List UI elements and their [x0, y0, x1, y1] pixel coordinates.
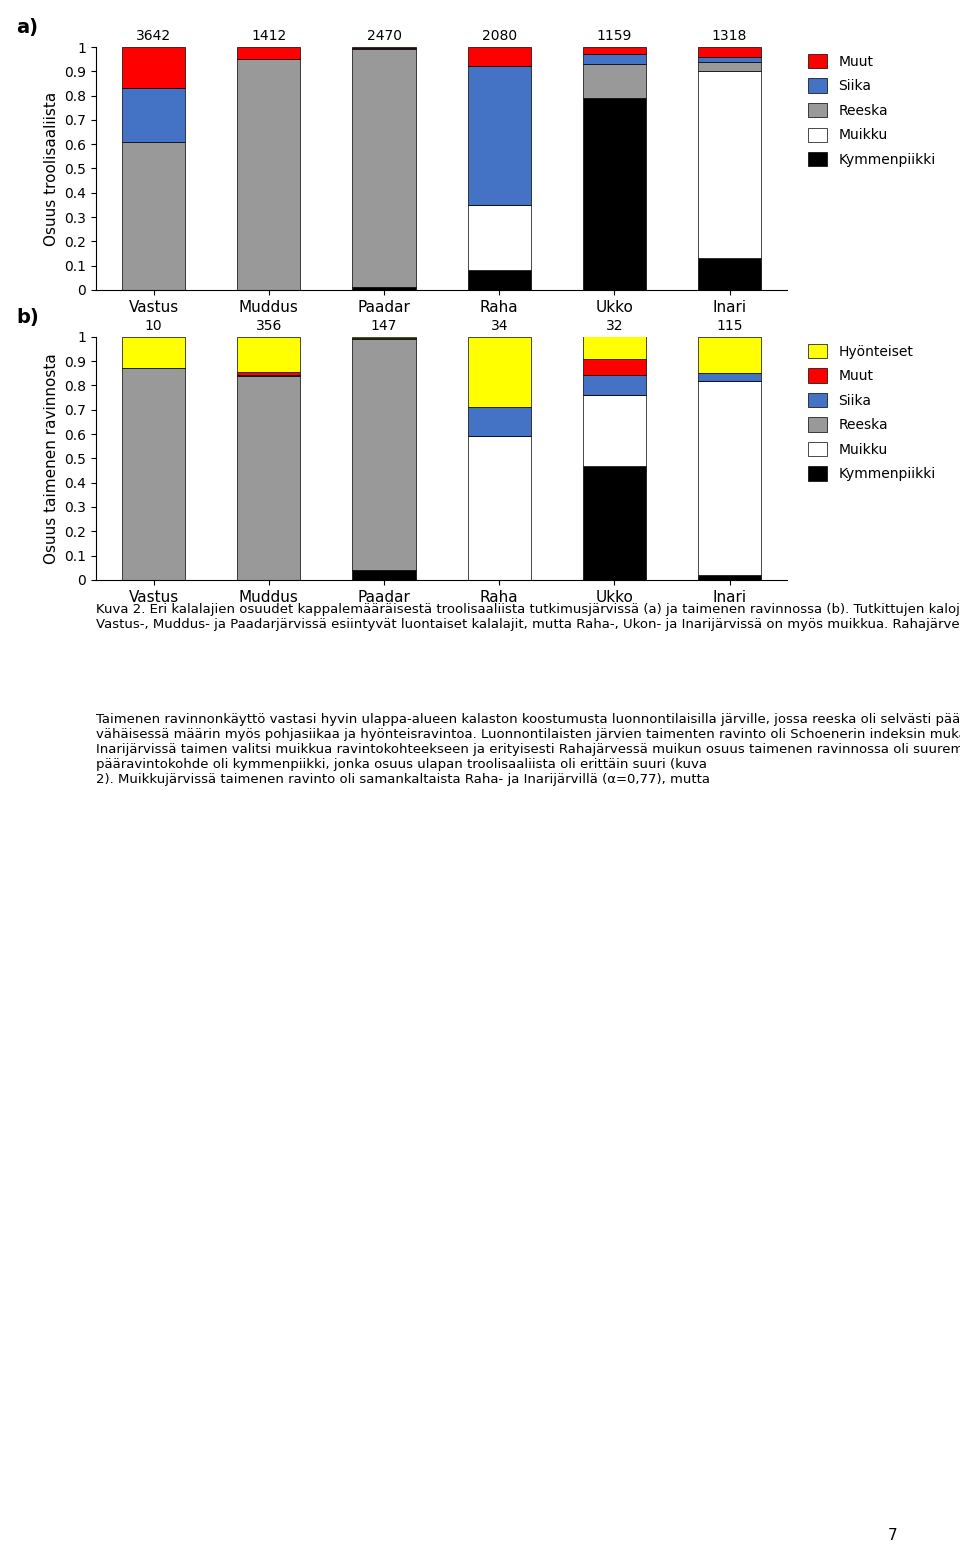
Bar — [583, 55, 646, 64]
Bar — [122, 337, 185, 368]
Bar — [583, 395, 646, 465]
Text: 115: 115 — [716, 320, 743, 334]
Bar — [237, 371, 300, 375]
Legend: Hyönteiset, Muut, Siika, Reeska, Muikku, Kymmenpiikki: Hyönteiset, Muut, Siika, Reeska, Muikku,… — [808, 343, 936, 481]
Text: b): b) — [16, 307, 39, 328]
Text: 356: 356 — [255, 320, 282, 334]
Bar — [583, 375, 646, 395]
Text: 2470: 2470 — [367, 30, 401, 44]
Bar — [583, 64, 646, 99]
Bar — [698, 337, 761, 373]
Y-axis label: Osuus troolisaaliista: Osuus troolisaaliista — [44, 91, 59, 246]
Bar — [698, 575, 761, 580]
Bar — [583, 324, 646, 359]
Bar — [583, 465, 646, 580]
Bar — [237, 47, 300, 60]
Bar — [122, 368, 185, 580]
Text: 2080: 2080 — [482, 30, 516, 44]
Y-axis label: Osuus taimenen ravinnosta: Osuus taimenen ravinnosta — [44, 353, 59, 564]
Bar — [698, 373, 761, 381]
Bar — [698, 61, 761, 71]
Bar — [698, 381, 761, 575]
Bar — [698, 56, 761, 61]
Text: 3642: 3642 — [136, 30, 171, 44]
Text: 1159: 1159 — [597, 30, 632, 44]
Bar — [468, 66, 531, 205]
Text: 34: 34 — [491, 320, 508, 334]
Bar — [698, 259, 761, 290]
Bar — [352, 50, 416, 287]
Bar — [468, 47, 531, 66]
Text: 32: 32 — [606, 320, 623, 334]
Bar — [468, 407, 531, 437]
Bar — [352, 287, 416, 290]
Bar — [122, 88, 185, 141]
Bar — [468, 205, 531, 271]
Text: a): a) — [16, 17, 38, 38]
Text: 147: 147 — [371, 320, 397, 334]
Bar — [698, 71, 761, 259]
Text: 7: 7 — [888, 1528, 898, 1543]
Bar — [583, 47, 646, 55]
Bar — [583, 99, 646, 290]
Bar — [583, 359, 646, 375]
Bar — [468, 271, 531, 290]
Text: Taimenen ravinnonkäyttö vastasi hyvin ulappa-alueen kalaston koostumusta luonnon: Taimenen ravinnonkäyttö vastasi hyvin ul… — [96, 713, 960, 787]
Bar — [237, 376, 300, 580]
Text: 10: 10 — [145, 320, 162, 334]
Text: 1412: 1412 — [252, 30, 286, 44]
Bar — [237, 60, 300, 290]
Bar — [352, 570, 416, 580]
Bar — [122, 141, 185, 290]
Legend: Muut, Siika, Reeska, Muikku, Kymmenpiikki: Muut, Siika, Reeska, Muikku, Kymmenpiikk… — [808, 53, 936, 166]
Bar — [468, 337, 531, 407]
Bar — [468, 437, 531, 580]
Bar — [237, 337, 300, 371]
Text: Kuva 2. Eri kalalajien osuudet kappalemääräisestä troolisaaliista tutkimusjärvis: Kuva 2. Eri kalalajien osuudet kappalemä… — [96, 603, 960, 632]
Bar — [698, 47, 761, 56]
Bar — [352, 340, 416, 570]
Text: 1318: 1318 — [712, 30, 747, 44]
Bar — [122, 47, 185, 88]
